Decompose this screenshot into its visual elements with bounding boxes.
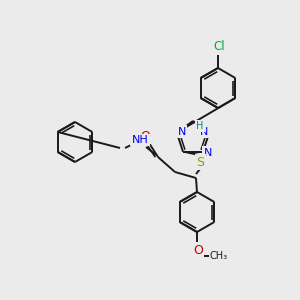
Text: H: H xyxy=(196,121,204,131)
Text: O: O xyxy=(193,244,203,256)
Text: N: N xyxy=(200,127,208,137)
Text: NH: NH xyxy=(132,135,148,145)
Text: S: S xyxy=(196,155,204,169)
Text: N: N xyxy=(204,148,212,158)
Text: Cl: Cl xyxy=(213,40,225,53)
Text: CH₃: CH₃ xyxy=(210,251,228,261)
Text: O: O xyxy=(140,130,150,142)
Text: N: N xyxy=(178,127,186,137)
